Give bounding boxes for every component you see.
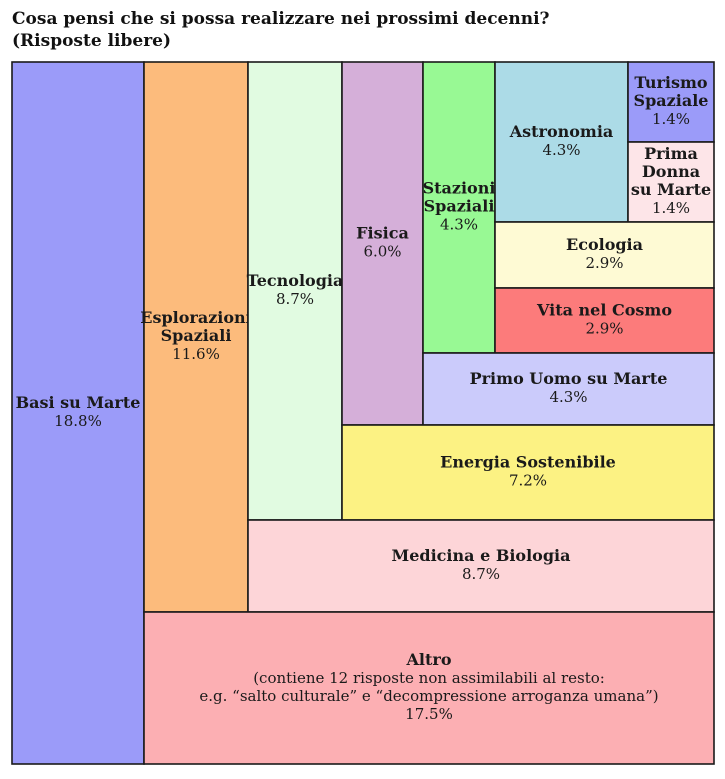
cell-rect-ecologia (494, 221, 715, 289)
cell-value-altro: 17.5% (405, 705, 453, 723)
cell-label-energia-sostenibile: Energia Sostenibile (440, 452, 616, 471)
cell-label-medicina-e-biologia: Medicina e Biologia (392, 546, 571, 565)
cell-label-basi-su-marte: Basi su Marte (16, 393, 141, 412)
cell-label-primo-uomo-su-marte: Primo Uomo su Marte (470, 369, 668, 388)
cell-rect-fisica (341, 61, 424, 426)
cell-rect-tecnologia (247, 61, 343, 521)
cell-value-vita-nel-cosmo: 2.9% (585, 319, 623, 337)
chart-title-line-1: Cosa pensi che si possa realizzare nei p… (12, 9, 550, 29)
chart-subtitle: (Risposte libere) (12, 31, 172, 51)
cell-rect-medicina-e-biologia (247, 519, 715, 613)
cell-value-astronomia: 4.3% (542, 141, 580, 159)
cell-label-esplorazioni-spaziali: Spaziali (161, 326, 232, 345)
cell-value-energia-sostenibile: 7.2% (509, 471, 547, 489)
cell-rect-energia-sostenibile (341, 424, 715, 521)
cell-value-esplorazioni-spaziali: 11.6% (172, 345, 220, 363)
cell-value-ecologia: 2.9% (585, 254, 623, 272)
cell-rect-stazioni-spaziali (422, 61, 496, 354)
cell-rect-basi-su-marte (11, 61, 145, 765)
cell-value-prima-donna-su-marte: 1.4% (652, 199, 690, 217)
cell-value-medicina-e-biologia: 8.7% (462, 565, 500, 583)
cell-value-turismo-spaziale: 1.4% (652, 110, 690, 128)
cell-note-altro: e.g. “salto culturale” e “decompressione… (199, 687, 658, 705)
cell-value-stazioni-spaziali: 4.3% (440, 215, 478, 233)
cell-rect-altro (143, 611, 715, 765)
cell-rect-vita-nel-cosmo (494, 287, 715, 354)
cell-label-tecnologia: Tecnologia (247, 271, 344, 290)
cell-label-stazioni-spaziali: Stazioni (423, 178, 496, 197)
treemap-cell-altro: Altro(contiene 12 risposte non assimilab… (143, 611, 715, 765)
cell-label-esplorazioni-spaziali: Esplorazioni (140, 308, 251, 327)
cell-value-fisica: 6.0% (363, 242, 401, 260)
cell-label-fisica: Fisica (356, 223, 409, 242)
cell-label-turismo-spaziale: Spaziale (634, 91, 709, 110)
cell-label-astronomia: Astronomia (509, 122, 614, 141)
cell-label-prima-donna-su-marte: su Marte (631, 180, 711, 199)
cell-label-stazioni-spaziali: Spaziali (424, 196, 495, 215)
cell-note-altro: (contiene 12 risposte non assimilabili a… (253, 669, 605, 687)
cell-label-prima-donna-su-marte: Prima (644, 144, 698, 163)
cell-label-altro: Altro (406, 650, 452, 669)
cell-label-vita-nel-cosmo: Vita nel Cosmo (536, 300, 672, 319)
cell-rect-primo-uomo-su-marte (422, 352, 715, 426)
cell-label-prima-donna-su-marte: Donna (642, 162, 700, 181)
cell-value-basi-su-marte: 18.8% (54, 412, 102, 430)
cell-rect-astronomia (494, 61, 629, 223)
chart-title: Cosa pensi che si possa realizzare nei p… (12, 8, 550, 52)
cell-label-ecologia: Ecologia (566, 235, 643, 254)
cell-value-tecnologia: 8.7% (276, 290, 314, 308)
cell-label-turismo-spaziale: Turismo (634, 73, 708, 92)
cell-value-primo-uomo-su-marte: 4.3% (549, 388, 587, 406)
